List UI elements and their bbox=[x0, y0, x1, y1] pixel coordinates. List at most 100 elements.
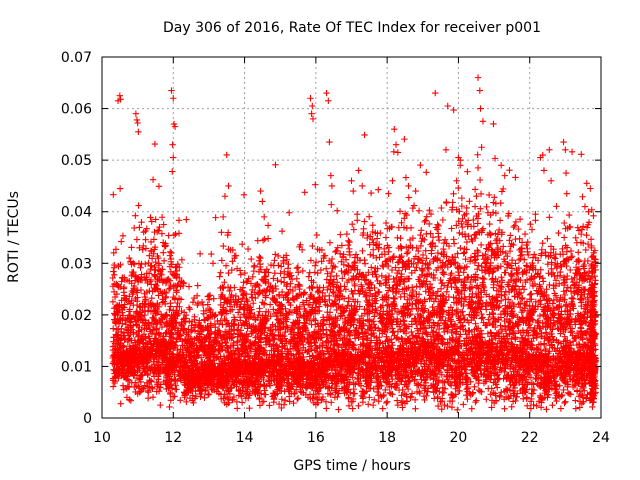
data-point bbox=[175, 217, 183, 224]
data-point bbox=[129, 355, 136, 362]
data-point bbox=[132, 341, 139, 349]
data-point bbox=[143, 225, 150, 232]
data-point bbox=[126, 306, 133, 313]
data-point bbox=[136, 244, 143, 251]
data-point bbox=[113, 317, 121, 325]
data-point bbox=[117, 361, 125, 368]
data-point bbox=[132, 309, 140, 317]
data-point bbox=[146, 252, 153, 259]
data-point bbox=[151, 271, 158, 278]
data-points bbox=[109, 74, 599, 414]
data-point bbox=[155, 292, 162, 299]
data-point bbox=[140, 365, 147, 372]
data-point bbox=[130, 362, 138, 369]
data-point bbox=[135, 327, 142, 334]
data-point bbox=[264, 222, 272, 229]
data-point bbox=[141, 308, 149, 315]
data-point bbox=[196, 250, 204, 257]
data-point bbox=[378, 382, 385, 390]
data-point bbox=[147, 338, 154, 345]
data-point bbox=[154, 346, 161, 353]
data-point bbox=[133, 382, 141, 390]
data-point bbox=[118, 238, 125, 245]
data-point bbox=[152, 258, 159, 266]
data-point bbox=[156, 369, 164, 376]
data-point bbox=[296, 282, 304, 290]
data-point bbox=[368, 264, 375, 271]
data-point bbox=[111, 261, 118, 269]
data-point bbox=[148, 255, 156, 262]
data-point bbox=[280, 274, 288, 281]
data-point bbox=[148, 302, 155, 309]
data-point bbox=[352, 251, 360, 258]
data-point bbox=[328, 399, 335, 406]
data-point bbox=[151, 364, 159, 371]
data-point bbox=[272, 251, 279, 258]
data-point bbox=[314, 269, 321, 277]
data-point bbox=[307, 257, 315, 264]
data-point bbox=[148, 377, 155, 385]
data-point bbox=[121, 373, 129, 380]
data-point bbox=[132, 318, 139, 325]
data-point bbox=[160, 257, 168, 265]
data-point bbox=[118, 325, 125, 332]
data-point bbox=[205, 296, 213, 303]
data-point bbox=[111, 342, 119, 350]
data-point bbox=[158, 230, 166, 237]
data-point bbox=[333, 247, 340, 255]
data-point bbox=[212, 214, 219, 221]
data-point bbox=[109, 298, 117, 305]
data-point bbox=[149, 385, 156, 392]
data-point bbox=[293, 275, 301, 282]
data-point bbox=[134, 278, 142, 286]
chart-title: Day 306 of 2016, Rate Of TEC Index for r… bbox=[163, 20, 541, 36]
data-point bbox=[135, 202, 142, 209]
data-point bbox=[261, 236, 268, 243]
data-point bbox=[155, 227, 162, 234]
data-point bbox=[333, 207, 341, 214]
data-point bbox=[151, 316, 158, 323]
data-point bbox=[136, 340, 143, 348]
data-point bbox=[240, 191, 248, 198]
data-point bbox=[328, 201, 335, 208]
data-point bbox=[379, 405, 386, 412]
data-point bbox=[150, 354, 158, 361]
data-point bbox=[343, 230, 351, 238]
data-point bbox=[115, 308, 122, 316]
data-point bbox=[383, 399, 390, 407]
data-point bbox=[285, 261, 292, 268]
data-point bbox=[218, 257, 225, 264]
data-point bbox=[155, 254, 162, 262]
data-point bbox=[173, 386, 180, 393]
data-point bbox=[349, 220, 356, 228]
data-point bbox=[151, 337, 159, 345]
data-point bbox=[111, 280, 118, 288]
data-point bbox=[326, 239, 334, 246]
data-point bbox=[116, 185, 124, 192]
data-point bbox=[146, 335, 153, 342]
data-point bbox=[246, 404, 253, 412]
data-point bbox=[127, 369, 135, 377]
data-point bbox=[123, 356, 131, 364]
data-point bbox=[152, 216, 159, 223]
data-point bbox=[113, 302, 121, 309]
data-point bbox=[234, 405, 241, 412]
data-point bbox=[130, 268, 137, 276]
data-point bbox=[113, 290, 121, 298]
data-point bbox=[128, 244, 135, 251]
data-point bbox=[152, 310, 160, 317]
data-point bbox=[317, 266, 325, 274]
data-point bbox=[271, 257, 278, 264]
data-point bbox=[115, 339, 122, 347]
data-point bbox=[119, 350, 126, 358]
data-point bbox=[146, 384, 153, 391]
data-point bbox=[120, 304, 127, 311]
data-point bbox=[361, 218, 368, 225]
data-point bbox=[119, 314, 127, 322]
data-point bbox=[355, 402, 362, 409]
data-point bbox=[148, 281, 155, 288]
data-point bbox=[109, 274, 116, 282]
data-point bbox=[128, 348, 135, 356]
data-point bbox=[313, 231, 321, 239]
data-point bbox=[111, 310, 118, 317]
